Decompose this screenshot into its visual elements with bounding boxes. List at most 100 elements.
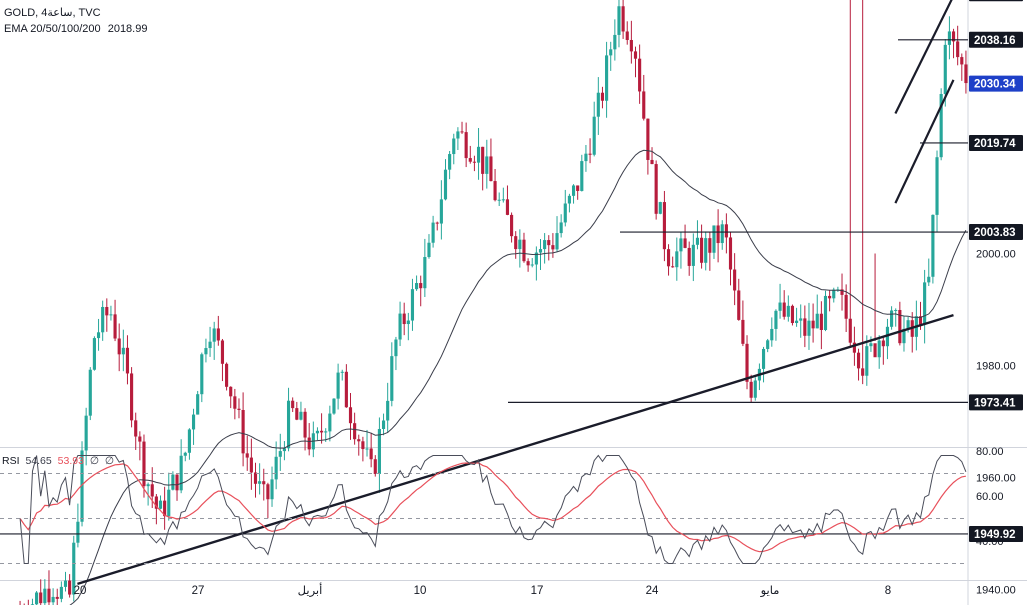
candle-body xyxy=(964,64,967,83)
time-axis-tick: أبريل xyxy=(298,582,323,598)
candle-body xyxy=(93,338,96,370)
candle-body xyxy=(357,439,360,441)
candle-body xyxy=(167,490,170,516)
candle-body xyxy=(634,51,637,58)
candle-body xyxy=(721,224,724,243)
candle-body xyxy=(869,343,872,346)
candle-body xyxy=(138,437,141,442)
candle-body xyxy=(113,314,116,338)
candle-body xyxy=(518,240,521,249)
candle-body xyxy=(560,222,563,233)
candle-body xyxy=(675,251,678,267)
candle-body xyxy=(828,296,831,298)
candle-body xyxy=(774,311,777,329)
candle-body xyxy=(324,431,327,432)
candle-body xyxy=(646,119,649,160)
candle-body xyxy=(741,320,744,344)
candle-body xyxy=(824,296,827,330)
candle-body xyxy=(630,40,633,51)
candle-body xyxy=(345,372,348,407)
candle-body xyxy=(386,401,389,421)
candle-body xyxy=(436,223,439,224)
candle-body xyxy=(196,394,199,414)
candle-body xyxy=(783,303,786,317)
candle-body xyxy=(873,343,876,357)
candle-body xyxy=(184,453,187,456)
candle-body xyxy=(56,597,59,599)
candle-body xyxy=(192,415,195,430)
candle-body xyxy=(118,339,121,355)
candle-body xyxy=(522,240,525,261)
candle-body xyxy=(692,245,695,266)
candle-body xyxy=(237,409,240,410)
candle-body xyxy=(266,484,269,499)
candle-body xyxy=(923,282,926,324)
candle-body xyxy=(130,373,133,420)
candle-body xyxy=(531,265,534,266)
candle-body xyxy=(543,240,546,249)
candle-body xyxy=(489,156,492,181)
candle-body xyxy=(122,348,125,355)
candle-body xyxy=(642,91,645,118)
candle-body xyxy=(361,441,364,449)
candle-body xyxy=(188,429,191,452)
candle-body xyxy=(105,307,108,315)
candle-body xyxy=(688,248,691,266)
candle-body xyxy=(861,368,864,375)
candle-body xyxy=(60,587,63,599)
candle-body xyxy=(667,249,670,266)
candle-body xyxy=(948,31,951,44)
candle-body xyxy=(101,307,104,332)
candle-body xyxy=(878,340,881,357)
candle-body xyxy=(43,589,46,603)
candle-body xyxy=(807,321,810,336)
candle-body xyxy=(584,154,587,161)
candle-body xyxy=(473,162,476,163)
time-axis-tick: 17 xyxy=(531,585,544,597)
candle-body xyxy=(180,456,183,491)
candle-body xyxy=(477,147,480,163)
candle-body xyxy=(506,199,509,215)
price-axis-tick: 2000.00 xyxy=(976,249,1016,261)
candle-body xyxy=(568,196,571,204)
candle-body xyxy=(729,237,732,269)
candle-body xyxy=(683,238,686,248)
candle-body xyxy=(820,314,823,330)
candle-body xyxy=(502,199,505,200)
candle-body xyxy=(432,223,435,243)
rsi-legend-na-1: ∅ xyxy=(90,455,99,467)
candle-body xyxy=(97,332,100,338)
candle-body xyxy=(725,224,728,237)
candle-body xyxy=(303,412,306,438)
price-level-tag-label: 2038.16 xyxy=(974,35,1016,47)
candle-body xyxy=(407,321,410,324)
candle-body xyxy=(403,314,406,324)
candle-body xyxy=(514,236,517,249)
candle-body xyxy=(762,349,765,369)
candle-body xyxy=(510,215,513,236)
rsi-axis-tick: 60.00 xyxy=(976,491,1004,503)
candle-body xyxy=(663,202,666,249)
candle-body xyxy=(696,238,699,245)
candle-body xyxy=(626,31,629,40)
time-axis-tick: 27 xyxy=(192,585,205,597)
candle-body xyxy=(787,306,790,317)
candle-body xyxy=(262,481,265,484)
candle-body xyxy=(456,131,459,138)
candle-body xyxy=(208,342,211,348)
candle-body xyxy=(370,449,373,460)
candle-body xyxy=(109,314,112,315)
candle-body xyxy=(374,459,377,474)
candle-body xyxy=(485,156,488,173)
candle-body xyxy=(551,245,554,249)
candle-body xyxy=(85,416,88,451)
price-axis-tick: 1940.00 xyxy=(976,585,1016,597)
candle-body xyxy=(341,372,344,373)
candle-body xyxy=(250,458,253,473)
candle-body xyxy=(527,261,530,265)
candle-body xyxy=(655,164,658,214)
candle-body xyxy=(547,240,550,245)
candle-body xyxy=(555,233,558,249)
candle-body xyxy=(159,501,162,509)
